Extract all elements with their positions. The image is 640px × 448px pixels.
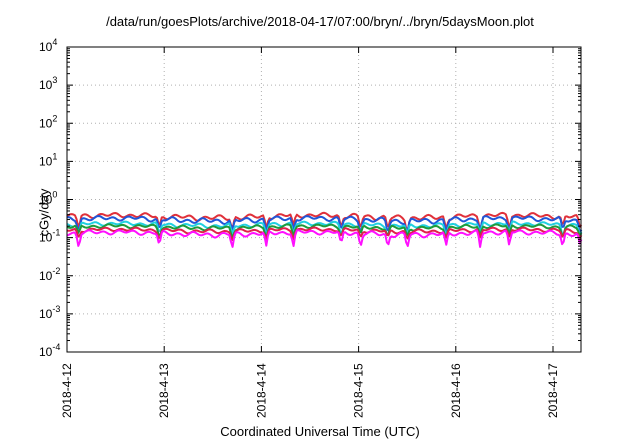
x-tick-label: 2018-4-12 [60, 363, 74, 418]
y-tick-exponent: -2 [52, 266, 60, 276]
y-tick-base: 10 [39, 78, 53, 92]
y-tick-exponent: 3 [52, 75, 57, 85]
y-tick-exponent: -4 [52, 342, 60, 352]
y-tick-label: 10-2 [39, 266, 60, 283]
y-tick-base: 10 [39, 269, 53, 283]
y-tick-label: 100 [39, 190, 57, 207]
y-tick-exponent: 4 [52, 37, 57, 47]
y-tick-base: 10 [39, 193, 53, 207]
y-tick-base: 10 [39, 40, 53, 54]
y-tick-exponent: -3 [52, 304, 60, 314]
y-tick-exponent: 2 [52, 113, 57, 123]
axis-ticks: 10-410-310-210-11001011021031042018-4-12… [39, 37, 581, 418]
grid [67, 47, 581, 352]
y-tick-label: 103 [39, 75, 57, 92]
series-lines [66, 211, 583, 248]
y-tick-exponent: 0 [52, 190, 57, 200]
y-tick-label: 102 [39, 113, 57, 130]
x-tick-label: 2018-4-13 [157, 363, 171, 418]
series-line [66, 223, 583, 240]
series-line [66, 226, 583, 242]
y-tick-label: 10-4 [39, 342, 60, 359]
y-tick-label: 10-3 [39, 304, 60, 321]
y-tick-base: 10 [39, 345, 53, 359]
x-tick-label: 2018-4-17 [546, 363, 560, 418]
x-tick-label: 2018-4-15 [352, 363, 366, 418]
y-tick-label: 10-1 [39, 228, 60, 245]
series-line [66, 211, 583, 233]
y-tick-label: 101 [39, 151, 57, 168]
x-tick-label: 2018-4-14 [254, 363, 268, 418]
x-axis-label: Coordinated Universal Time (UTC) [220, 424, 420, 439]
chart-title: /data/run/goesPlots/archive/2018-04-17/0… [106, 14, 534, 29]
y-tick-exponent: -1 [52, 228, 60, 238]
y-tick-base: 10 [39, 154, 53, 168]
y-tick-label: 104 [39, 37, 57, 54]
x-tick-label: 2018-4-16 [449, 363, 463, 418]
y-tick-exponent: 1 [52, 151, 57, 161]
series-line [66, 229, 583, 248]
y-tick-base: 10 [39, 116, 53, 130]
series-line [66, 215, 583, 234]
y-tick-base: 10 [39, 307, 53, 321]
y-tick-base: 10 [39, 231, 53, 245]
